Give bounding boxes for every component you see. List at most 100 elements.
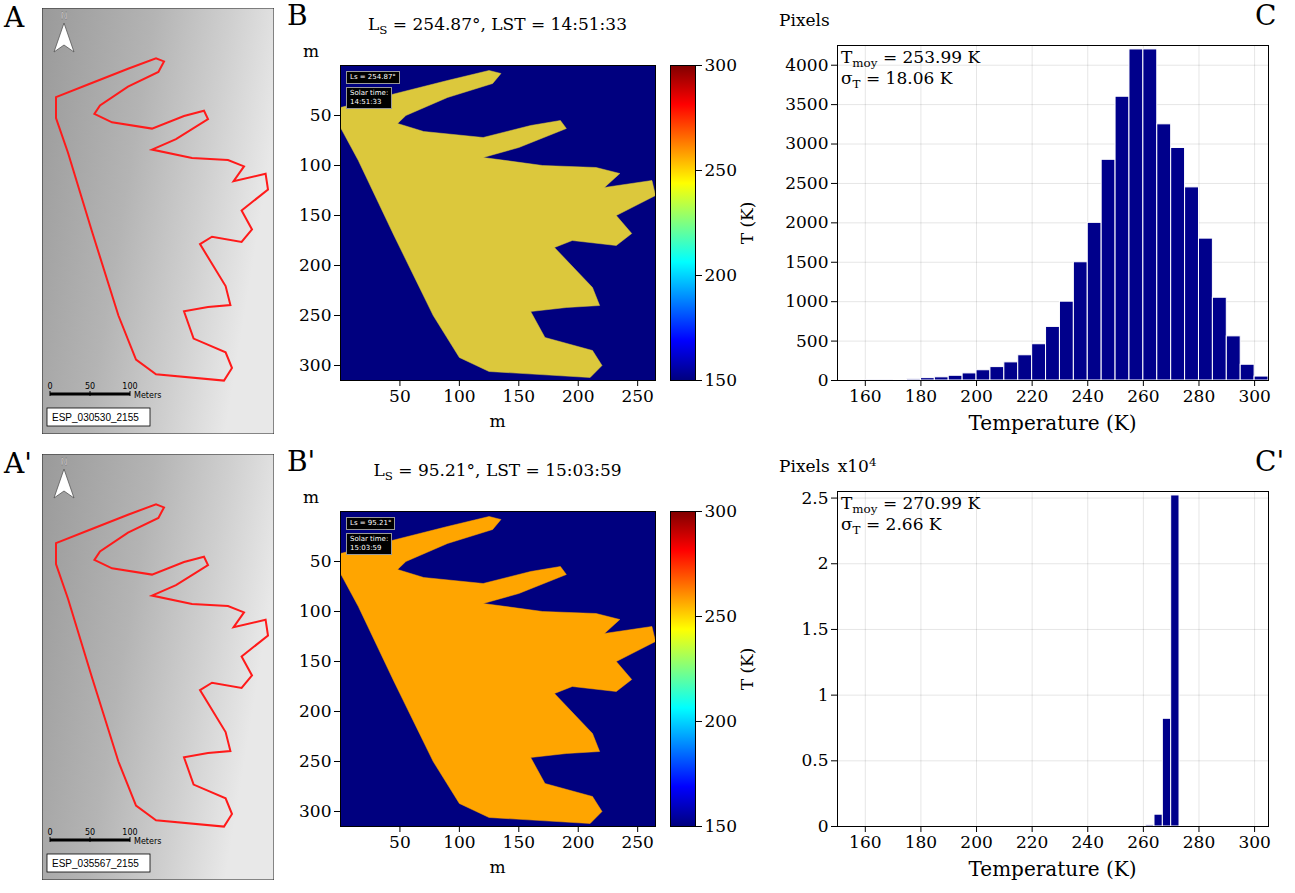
svg-text:2500: 2500	[785, 173, 828, 193]
svg-text:1000: 1000	[785, 291, 828, 311]
html-text:LS= 95.21°, LST = 15:03:59: LS= 95.21°, LST = 15:03:59	[373, 460, 622, 483]
svg-text:N: N	[61, 457, 68, 467]
svg-text:260: 260	[1127, 832, 1159, 852]
svg-text:1.5: 1.5	[801, 619, 828, 639]
svg-text:50: 50	[389, 832, 411, 852]
svg-text:280: 280	[1183, 386, 1215, 406]
svg-text:100: 100	[122, 382, 137, 391]
html-text:Pixels: Pixels	[779, 456, 830, 476]
html-text:σT= 2.66 K: σT= 2.66 K	[841, 514, 942, 537]
html-text:T (K): T (K)	[737, 647, 757, 690]
html-text:4: 4	[868, 455, 877, 470]
svg-text:2.5: 2.5	[801, 488, 828, 508]
html-text:T (K): T (K)	[737, 201, 757, 244]
html-text:A: A	[4, 1, 25, 34]
svg-text:200: 200	[960, 386, 992, 406]
html-text:σT= 18.06 K: σT= 18.06 K	[841, 68, 953, 91]
svg-text:300: 300	[705, 55, 737, 75]
svg-text:200: 200	[705, 265, 737, 285]
svg-text:500: 500	[796, 331, 828, 351]
svg-text:150: 150	[503, 832, 535, 852]
html-text:A': A'	[4, 447, 32, 480]
svg-text:300: 300	[1238, 832, 1270, 852]
html-text:Temperature (K): Temperature (K)	[968, 857, 1137, 881]
svg-text:200: 200	[960, 832, 992, 852]
svg-text:260: 260	[1127, 386, 1159, 406]
html-text:Tmoy= 253.99 K: Tmoy= 253.99 K	[841, 47, 981, 70]
svg-text:2: 2	[818, 553, 829, 573]
svg-text:200: 200	[562, 832, 594, 852]
svg-text:150: 150	[705, 370, 737, 390]
svg-text:ESP_030530_2155: ESP_030530_2155	[52, 412, 139, 423]
html-text:x10: x10	[837, 456, 869, 476]
svg-text:300: 300	[705, 501, 737, 521]
svg-text:1500: 1500	[785, 252, 828, 272]
svg-text:180: 180	[905, 832, 937, 852]
html-text:Ls = 254.87°: Ls = 254.87°	[350, 73, 396, 81]
svg-text:100: 100	[443, 386, 475, 406]
html-text:C: C	[1255, 0, 1277, 32]
svg-text:50: 50	[310, 105, 332, 125]
svg-text:100: 100	[122, 828, 137, 837]
svg-text:250: 250	[299, 751, 331, 771]
html-text:B': B'	[287, 445, 316, 478]
svg-text:Meters: Meters	[134, 391, 161, 400]
html-text:m: m	[303, 487, 320, 507]
svg-text:160: 160	[849, 832, 881, 852]
html-text:m: m	[489, 857, 506, 877]
svg-text:300: 300	[299, 355, 331, 375]
svg-text:200: 200	[705, 711, 737, 731]
html-text:14:51:33: 14:51:33	[350, 98, 382, 106]
svg-text:50: 50	[85, 382, 95, 391]
svg-text:ESP_035567_2155: ESP_035567_2155	[52, 858, 139, 869]
svg-text:250: 250	[705, 606, 737, 626]
svg-text:Meters: Meters	[134, 837, 161, 846]
svg-text:3500: 3500	[785, 94, 828, 114]
svg-text:0: 0	[47, 828, 52, 837]
svg-text:200: 200	[562, 386, 594, 406]
svg-text:50: 50	[310, 551, 332, 571]
svg-text:0: 0	[818, 370, 829, 390]
html-text:Pixels: Pixels	[779, 10, 830, 30]
svg-text:250: 250	[621, 832, 653, 852]
svg-text:0: 0	[818, 816, 829, 836]
svg-text:100: 100	[299, 155, 331, 175]
svg-text:300: 300	[1238, 386, 1270, 406]
svg-text:180: 180	[905, 386, 937, 406]
svg-text:0.5: 0.5	[801, 750, 828, 770]
svg-text:300: 300	[299, 801, 331, 821]
svg-text:4000: 4000	[785, 55, 828, 75]
svg-text:200: 200	[299, 255, 331, 275]
svg-text:150: 150	[503, 386, 535, 406]
svg-text:250: 250	[705, 160, 737, 180]
svg-text:280: 280	[1183, 832, 1215, 852]
html-text:Solar time:: Solar time:	[350, 89, 389, 97]
svg-text:50: 50	[85, 828, 95, 837]
html-text:m: m	[489, 411, 506, 431]
svg-text:220: 220	[1016, 832, 1048, 852]
svg-text:0: 0	[47, 382, 52, 391]
html-text:LS= 254.87°, LST = 14:51:33: LS= 254.87°, LST = 14:51:33	[368, 14, 627, 37]
svg-text:100: 100	[443, 832, 475, 852]
html-text:C': C'	[1255, 445, 1285, 478]
svg-text:2000: 2000	[785, 212, 828, 232]
svg-text:100: 100	[299, 601, 331, 621]
svg-text:250: 250	[621, 386, 653, 406]
svg-text:150: 150	[299, 651, 331, 671]
svg-text:240: 240	[1072, 386, 1104, 406]
svg-text:160: 160	[849, 386, 881, 406]
html-text:Tmoy= 270.99 K: Tmoy= 270.99 K	[841, 493, 981, 516]
svg-text:200: 200	[299, 701, 331, 721]
svg-text:220: 220	[1016, 386, 1048, 406]
html-text:m: m	[303, 41, 320, 61]
svg-text:50: 50	[389, 386, 411, 406]
svg-text:240: 240	[1072, 832, 1104, 852]
svg-text:N: N	[61, 11, 68, 21]
svg-text:1: 1	[818, 685, 829, 705]
html-text:B: B	[287, 0, 308, 32]
svg-text:150: 150	[299, 205, 331, 225]
svg-text:150: 150	[705, 816, 737, 836]
svg-text:3000: 3000	[785, 133, 828, 153]
svg-text:250: 250	[299, 305, 331, 325]
html-text:Temperature (K): Temperature (K)	[968, 411, 1137, 435]
